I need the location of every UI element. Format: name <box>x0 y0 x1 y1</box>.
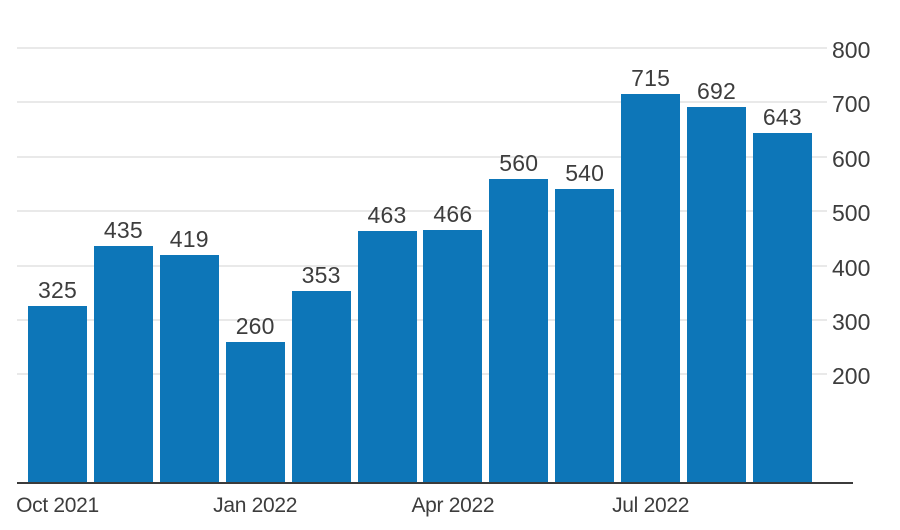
y-axis-tick-label: 400 <box>832 254 871 281</box>
bar-1 <box>93 246 153 483</box>
bar-value-label: 540 <box>565 160 605 187</box>
y-axis-tick-label: 200 <box>832 363 871 390</box>
x-axis-line <box>17 482 853 484</box>
bar-10 <box>687 106 746 483</box>
bar-8 <box>555 189 615 483</box>
bar-6 <box>423 229 483 483</box>
bar-5 <box>357 231 417 483</box>
bar-value-label: 560 <box>499 149 539 176</box>
gridline-y-300 <box>17 318 827 321</box>
bar-3 <box>225 341 285 483</box>
x-axis-tick-label: Oct 2021 <box>16 494 99 517</box>
gridline-y-200 <box>17 373 827 376</box>
bar-0 <box>28 306 87 483</box>
gridline-y-400 <box>17 264 827 267</box>
bar-2 <box>159 255 219 483</box>
bar-value-label: 692 <box>697 77 736 104</box>
gridline-y-700 <box>17 101 827 104</box>
y-axis-tick-label: 500 <box>832 200 871 227</box>
y-axis-tick-label: 600 <box>832 145 871 172</box>
gridline-y-600 <box>17 155 827 158</box>
y-axis-tick-label: 300 <box>832 308 871 335</box>
bar-value-label: 260 <box>235 312 275 339</box>
y-axis-tick-label: 800 <box>832 37 871 63</box>
bar-value-label: 463 <box>367 202 407 229</box>
bar-value-label: 419 <box>169 226 209 253</box>
bar-value-label: 435 <box>103 217 143 244</box>
y-axis-tick-label: 700 <box>832 91 871 118</box>
x-axis-tick-label: Jul 2022 <box>612 494 690 517</box>
bar-value-label: 325 <box>38 277 77 304</box>
bar-11 <box>752 133 812 483</box>
x-axis-tick-label: Jan 2022 <box>213 494 298 517</box>
bar-value-label: 353 <box>301 262 341 289</box>
x-axis-tick-label: Apr 2022 <box>411 494 495 517</box>
bar-9 <box>621 94 681 483</box>
gridline-y-800 <box>17 47 827 49</box>
bar-value-label: 466 <box>433 200 473 227</box>
bar-7 <box>489 178 549 483</box>
bar-4 <box>291 291 351 483</box>
gridline-y-500 <box>17 210 827 213</box>
bar-value-label: 715 <box>631 65 671 92</box>
bar-value-label: 643 <box>762 104 802 131</box>
